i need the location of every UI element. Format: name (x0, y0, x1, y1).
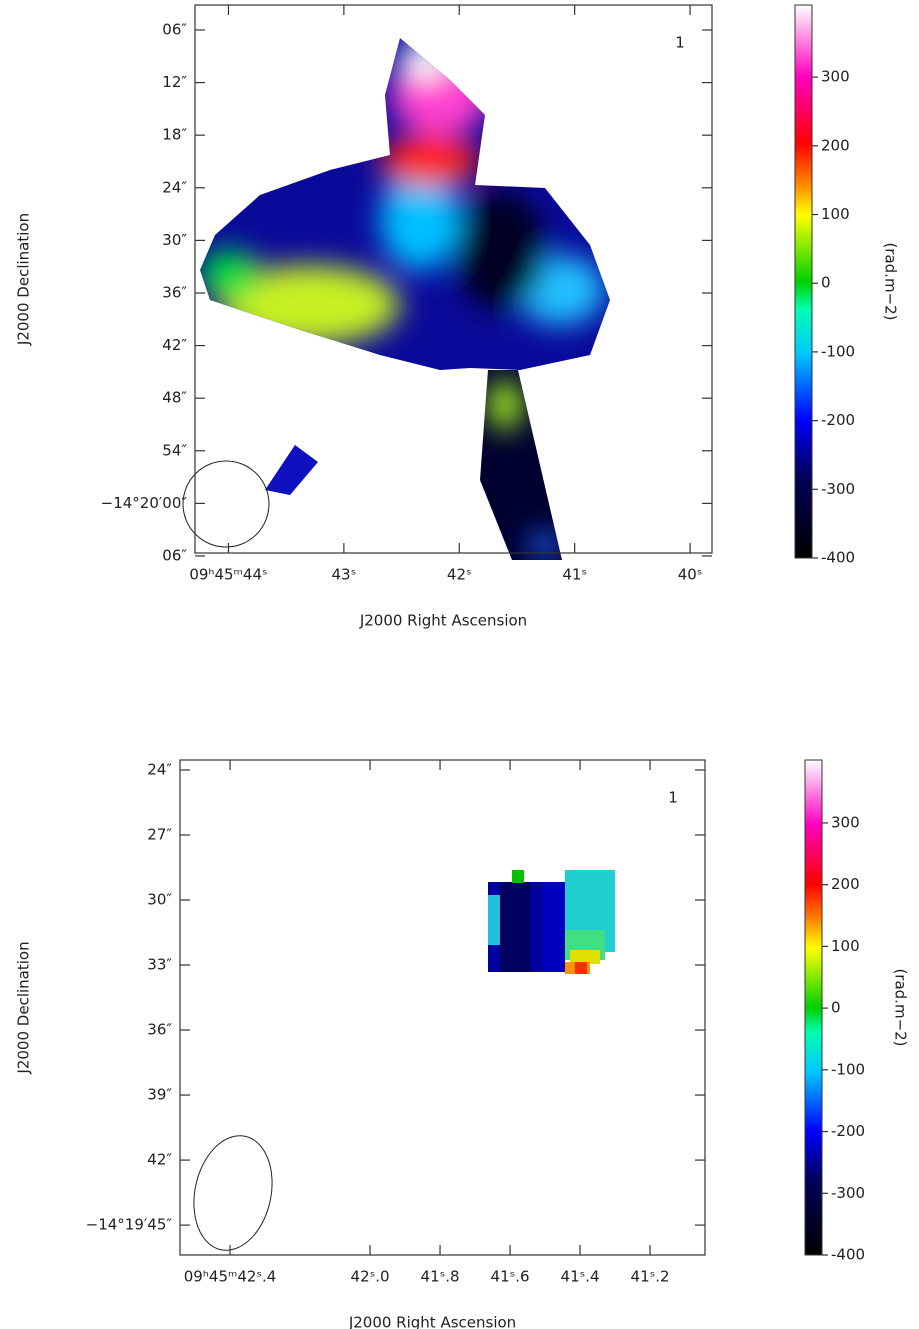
y-tick-label: 42″ (147, 1151, 172, 1169)
y-tick-label: 24″ (162, 178, 187, 196)
colorbar-tick-label: 300 (831, 813, 860, 831)
y-tick-label: 39″ (147, 1086, 172, 1104)
y-tick-label: 30″ (147, 891, 172, 909)
colorbar-tick-label: -200 (831, 1122, 865, 1140)
y-tick-label: 48″ (162, 389, 187, 407)
y-tick-label: 33″ (147, 956, 172, 974)
colorbar-tick-label: -100 (831, 1060, 865, 1078)
colorbar (794, 4, 813, 559)
x-tick-label: 41ˢ.4 (561, 1268, 600, 1286)
colorbar-tick-label: 200 (831, 875, 860, 893)
plot-frame (194, 4, 713, 554)
x-axis-label: J2000 Right Ascension (359, 612, 527, 630)
y-tick-label: 30″ (162, 231, 187, 249)
y-tick-label: −14°19′45″ (86, 1216, 173, 1234)
y-tick-label: 18″ (162, 126, 187, 144)
x-tick-label: 42ˢ (447, 566, 472, 584)
colorbar (804, 759, 823, 1256)
x-axis-label: J2000 Right Ascension (348, 1314, 516, 1329)
y-tick-label: 42″ (162, 336, 187, 354)
panel-number: 1 (675, 34, 685, 52)
colorbar-tick-label: -400 (831, 1246, 865, 1264)
x-tick-label: 42ˢ.0 (351, 1268, 390, 1286)
x-tick-label: 09ʰ45ᵐ44ˢ (189, 566, 267, 584)
x-tick-label: 09ʰ45ᵐ42ˢ.4 (184, 1268, 277, 1286)
colorbar-tick-label: -300 (821, 480, 855, 498)
colorbar-tick-label: -400 (821, 549, 855, 567)
y-tick-label: 54″ (162, 441, 187, 459)
y-tick-label: 06″ (162, 20, 187, 38)
colorbar-label: (rad.m−2) (892, 968, 910, 1046)
y-tick-label: 12″ (162, 73, 187, 91)
colorbar-label: (rad.m−2) (882, 242, 900, 320)
colorbar-tick-label: 0 (821, 274, 831, 292)
map-image (182, 38, 615, 1251)
plot-frame (179, 759, 706, 1256)
y-tick-label: −14°20′00″ (101, 494, 188, 512)
x-tick-label: 41ˢ.2 (631, 1268, 670, 1286)
colorbar-tick-label: -100 (821, 342, 855, 360)
colorbar-tick-label: 100 (831, 937, 860, 955)
y-tick-label: 36″ (162, 283, 187, 301)
x-tick-label: 41ˢ.6 (491, 1268, 530, 1286)
y-axis-label: J2000 Declination (15, 941, 33, 1074)
colorbar-tick-label: 100 (821, 205, 850, 223)
colorbar-tick-label: 200 (821, 136, 850, 154)
y-tick-label: 06″ (162, 546, 187, 564)
y-tick-label: 36″ (147, 1021, 172, 1039)
x-tick-label: 41ˢ (562, 566, 587, 584)
colorbar-tick-label: 0 (831, 999, 841, 1017)
panel-number: 1 (668, 789, 678, 807)
x-tick-label: 43ˢ (332, 566, 357, 584)
colorbar-tick-label: -300 (831, 1184, 865, 1202)
y-tick-label: 24″ (147, 760, 172, 778)
x-tick-label: 41ˢ.8 (421, 1268, 460, 1286)
colorbar-tick-label: 300 (821, 68, 850, 86)
colorbar-tick-label: -200 (821, 411, 855, 429)
y-axis-label: J2000 Declination (15, 213, 33, 346)
y-tick-label: 27″ (147, 825, 172, 843)
x-tick-label: 40ˢ (678, 566, 703, 584)
